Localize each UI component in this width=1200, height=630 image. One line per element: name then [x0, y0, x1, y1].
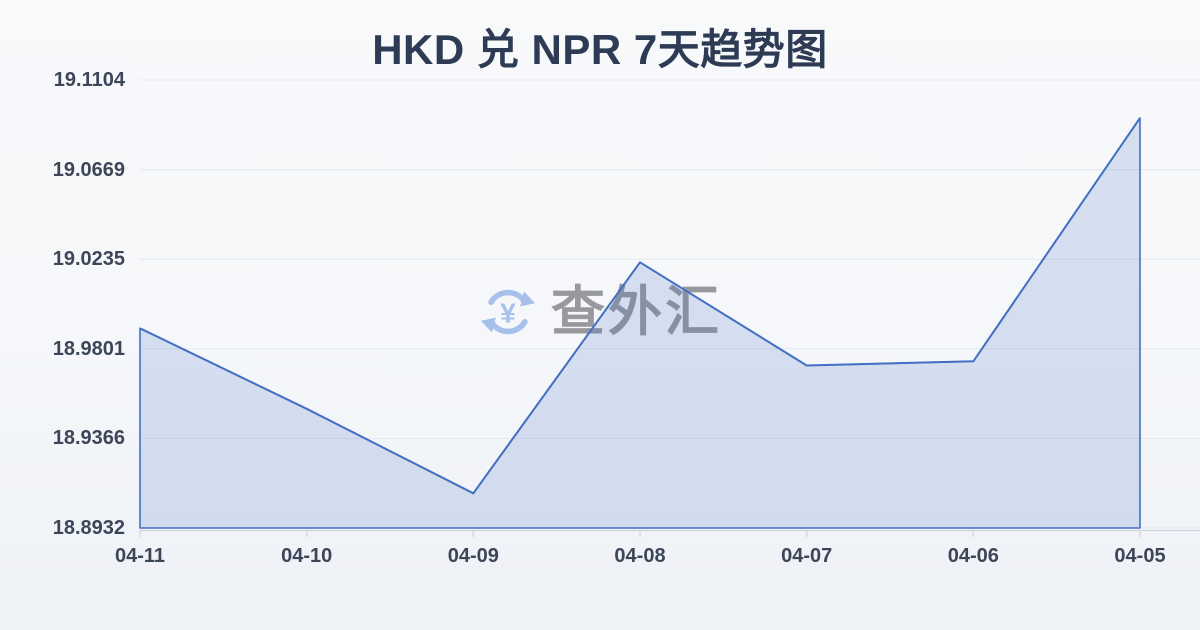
x-axis-label: 04-08: [614, 545, 666, 567]
chart-title: HKD 兑 NPR 7天趋势图: [372, 26, 828, 73]
y-axis-label: 18.9801: [52, 337, 125, 360]
y-axis-label: 18.8932: [52, 517, 125, 539]
x-axis-label: 04-11: [114, 545, 166, 567]
x-axis-label: 04-09: [447, 545, 499, 567]
y-axis-label: 19.1104: [53, 69, 125, 91]
trend-line: [139, 117, 1141, 495]
area-fill: [139, 117, 1141, 529]
y-axis-label: 18.9366: [52, 427, 125, 450]
x-axis-label: 04-05: [1114, 545, 1166, 567]
y-axis-label: 19.0669: [52, 158, 125, 181]
x-axis-label: 04-06: [947, 545, 999, 567]
x-axis-label: 04-10: [281, 545, 333, 567]
x-axis-label: 04-07: [781, 545, 833, 567]
y-axis-label: 19.0235: [52, 248, 125, 271]
